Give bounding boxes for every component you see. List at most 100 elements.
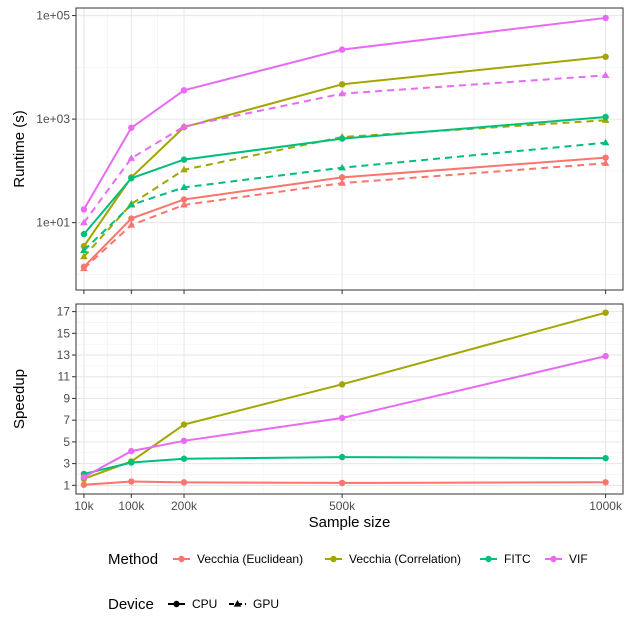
legend-method-label: FITC: [504, 552, 531, 566]
runtime-point-vif-gpu: [601, 71, 610, 78]
runtime-point-vif-cpu: [602, 14, 609, 22]
speedup-point-vif: [602, 352, 609, 360]
legend-item-method: Vecchia (Correlation): [325, 552, 461, 566]
speedup-panel-grid: [76, 304, 623, 494]
speedup-point-fitc: [128, 459, 135, 466]
legend-item-device: CPU: [168, 597, 217, 611]
speedup-point-vecchia-correlation: [180, 421, 188, 428]
speedup-panel-y-tick-label: 17: [57, 305, 71, 319]
runtime-point-fitc-cpu: [80, 230, 88, 238]
speedup-panel-y-tick-label: 9: [63, 391, 70, 405]
runtime-point-vecchia-euclidean-gpu: [601, 159, 610, 166]
runtime-point-fitc-gpu: [601, 138, 610, 146]
runtime-panel-grid: [76, 8, 623, 290]
speedup-panel-y-tick-label: 15: [57, 326, 71, 340]
runtime-point-vif-gpu: [338, 89, 346, 97]
runtime-point-fitc-gpu: [80, 246, 88, 254]
runtime-point-vecchia-correlation-cpu: [338, 81, 346, 88]
runtime-axis-title: Runtime (s): [11, 110, 28, 188]
speedup-point-fitc: [602, 454, 609, 462]
runtime-point-fitc-gpu: [127, 200, 136, 208]
runtime-point-fitc-gpu: [180, 183, 188, 190]
runtime-line-fitc-gpu: [83, 141, 606, 252]
speedup-point-vecchia-correlation: [602, 309, 609, 316]
speedup-point-vecchia-euclidean: [338, 479, 346, 487]
speedup-point-vif: [128, 447, 135, 455]
runtime-point-vecchia-euclidean-cpu: [338, 174, 346, 181]
x-tick-label: 100k: [118, 499, 145, 513]
runtime-point-vecchia-euclidean-gpu: [338, 179, 346, 186]
runtime-point-vif-gpu: [180, 122, 188, 130]
runtime-point-fitc-cpu: [180, 156, 188, 163]
runtime-point-vecchia-correlation-gpu: [80, 252, 88, 260]
runtime-point-vif-gpu: [80, 218, 88, 226]
runtime-point-vecchia-correlation-cpu: [602, 53, 609, 60]
legend-key-point: [550, 555, 557, 563]
legend-item-method: FITC: [480, 552, 531, 566]
legend-method-label: Vecchia (Correlation): [349, 552, 461, 566]
speedup-panel-y-tick-label: 5: [63, 435, 70, 449]
speedup-point-fitc: [180, 455, 188, 462]
speedup-panel-y-tick-label: 13: [57, 348, 71, 362]
legend-device-label: GPU: [253, 597, 279, 611]
speedup-point-fitc: [338, 453, 346, 461]
runtime-line-vecchia-correlation-gpu: [83, 119, 606, 258]
speedup-line-vecchia-correlation: [83, 311, 606, 480]
runtime-panel-y-tick-label: 1e+05: [36, 9, 70, 23]
runtime-line-vif-gpu: [83, 74, 606, 224]
runtime-panel-y-tick-label: 1e+03: [36, 112, 70, 126]
x-tick-label: 1000k: [589, 499, 623, 513]
speedup-point-vecchia-euclidean: [180, 479, 188, 486]
runtime-panel-border: [75, 7, 624, 291]
speedup-panel-y-tick-label: 7: [63, 413, 70, 427]
runtime-point-vif-cpu: [128, 124, 135, 131]
legend-method-title: Method: [108, 551, 158, 568]
legend-key-point: [178, 555, 185, 563]
speedup-point-vecchia-euclidean: [602, 479, 609, 486]
runtime-point-vif-cpu: [180, 87, 188, 94]
speedup-point-vif: [180, 437, 188, 444]
legend-item-method: Vecchia (Euclidean): [173, 552, 303, 566]
runtime-point-fitc-cpu: [128, 175, 135, 182]
runtime-point-fitc-cpu: [338, 135, 346, 142]
runtime-point-vecchia-euclidean-gpu: [80, 264, 88, 272]
legend-key-point: [173, 600, 180, 608]
legend-key-point: [330, 555, 337, 563]
speedup-panel-y-tick-label: 11: [58, 370, 71, 384]
runtime-point-vecchia-euclidean-gpu: [180, 200, 188, 208]
runtime-panel-y-tick-label: 1e+01: [36, 216, 70, 230]
speedup-axis-title: Speedup: [11, 369, 28, 429]
runtime-point-vecchia-euclidean-gpu: [127, 221, 136, 228]
legend-device-label: CPU: [192, 597, 217, 611]
x-tick-label: 10k: [74, 499, 94, 513]
legend-method-label: Vecchia (Euclidean): [197, 552, 303, 566]
speedup-panel-y-tick-label: 1: [63, 478, 70, 492]
runtime-line-vif-cpu: [83, 16, 606, 210]
legend-item-method: VIF: [545, 552, 588, 566]
legend-key-point: [233, 600, 242, 607]
x-tick-label: 500k: [329, 499, 356, 513]
speedup-panel-y-tick-label: 3: [63, 457, 70, 471]
legend-item-device: GPU: [229, 597, 279, 611]
speedup-point-vecchia-correlation: [338, 381, 346, 388]
runtime-point-fitc-gpu: [338, 163, 346, 171]
runtime-point-vecchia-euclidean-cpu: [128, 215, 135, 222]
runtime-point-vecchia-euclidean-cpu: [180, 196, 188, 203]
speedup-point-vif: [338, 414, 346, 422]
legend-key-point: [485, 555, 492, 563]
speedup-point-vecchia-euclidean: [80, 481, 88, 488]
runtime-point-vif-cpu: [80, 206, 88, 213]
legend-method-label: VIF: [569, 552, 588, 566]
speedup-line-fitc: [83, 456, 606, 475]
runtime-point-vif-cpu: [338, 46, 346, 53]
speedup-point-vif: [80, 473, 88, 481]
runtime-point-fitc-cpu: [602, 113, 609, 121]
runtime-point-vecchia-correlation-gpu: [180, 165, 188, 173]
x-tick-label: 200k: [171, 499, 198, 513]
speedup-point-vecchia-euclidean: [128, 478, 135, 485]
legend-device-title: Device: [108, 596, 154, 613]
speedup-panel-border: [75, 303, 624, 495]
runtime-point-vecchia-euclidean-cpu: [602, 154, 609, 161]
x-axis-title: Sample size: [309, 514, 391, 531]
